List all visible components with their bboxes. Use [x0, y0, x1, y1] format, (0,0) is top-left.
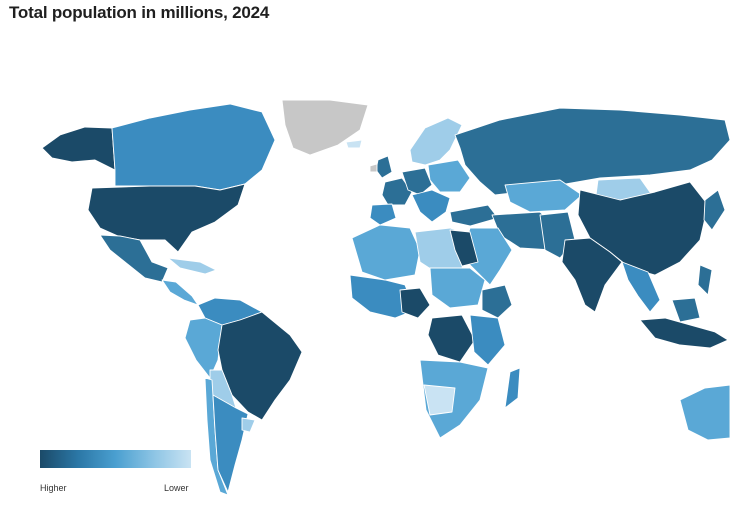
madagascar[interactable] [504, 367, 521, 409]
italy-balkans[interactable] [411, 189, 451, 223]
uruguay[interactable] [241, 417, 256, 433]
ethiopia[interactable] [481, 284, 513, 319]
india[interactable] [561, 237, 623, 313]
legend-gradient [40, 450, 191, 468]
central-america[interactable] [161, 279, 199, 306]
germany-central[interactable] [401, 167, 433, 196]
indonesia[interactable] [639, 317, 729, 349]
france[interactable] [381, 177, 413, 206]
peru-ecuador[interactable] [184, 317, 223, 379]
scandinavia[interactable] [409, 117, 463, 166]
ireland [369, 163, 378, 173]
legend-lower-label: Lower [164, 483, 189, 493]
sudan-chad[interactable] [429, 267, 486, 309]
eastern-europe[interactable] [427, 159, 471, 193]
japan-korea[interactable] [703, 189, 726, 231]
east-africa[interactable] [469, 314, 506, 366]
turkey-caucasus[interactable] [449, 204, 499, 227]
caribbean[interactable] [167, 257, 217, 275]
borneo[interactable] [671, 297, 701, 323]
alaska[interactable] [41, 126, 116, 171]
argentina[interactable] [212, 394, 249, 493]
southeast-asia[interactable] [621, 261, 661, 313]
dr-congo[interactable] [427, 314, 476, 363]
legend-higher-label: Higher [40, 483, 67, 493]
canada[interactable] [111, 103, 276, 191]
kazakhstan[interactable] [504, 179, 583, 213]
greenland [281, 99, 369, 156]
egypt[interactable] [449, 229, 479, 267]
west-africa[interactable] [349, 274, 416, 319]
iberia[interactable] [369, 203, 397, 226]
botswana-namibia[interactable] [423, 384, 456, 416]
uk[interactable] [375, 155, 393, 179]
world-map [41, 99, 730, 496]
iceland[interactable] [345, 139, 363, 149]
usa[interactable] [87, 183, 246, 253]
australia[interactable] [679, 384, 730, 441]
philippines[interactable] [697, 264, 713, 296]
nigeria[interactable] [399, 287, 431, 319]
north-africa-west[interactable] [351, 224, 421, 281]
russia[interactable] [454, 107, 730, 196]
mexico[interactable] [99, 234, 169, 283]
chart-title: Total population in millions, 2024 [9, 3, 270, 22]
